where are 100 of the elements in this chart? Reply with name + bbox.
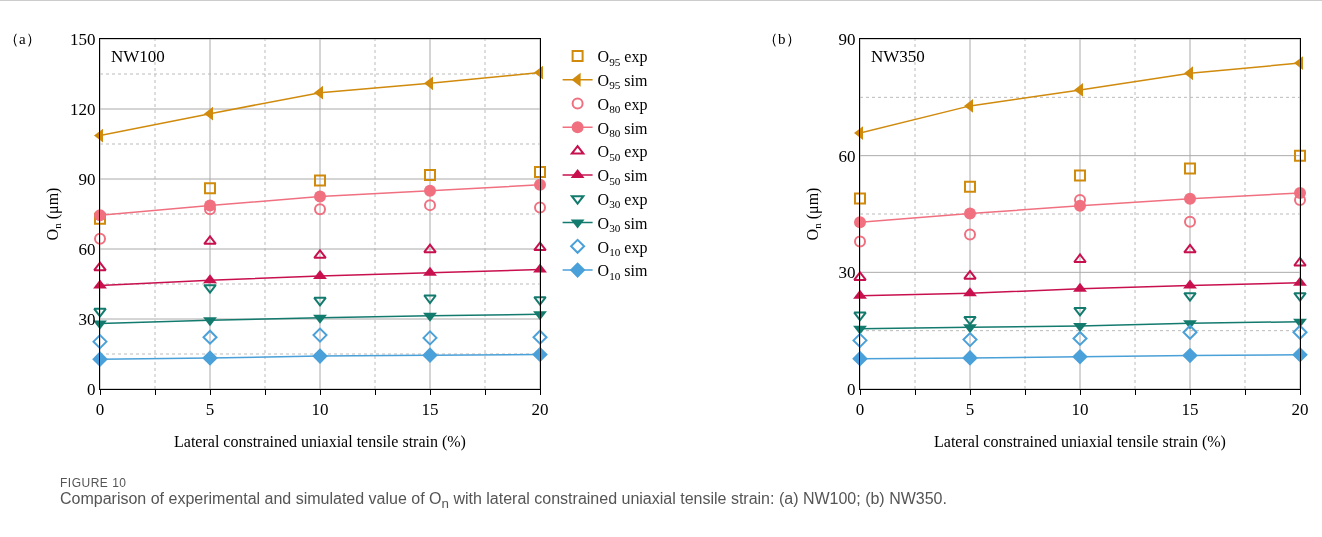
- point: [424, 184, 436, 197]
- point: [312, 348, 328, 364]
- point: [1293, 292, 1307, 302]
- point: [423, 266, 437, 276]
- point: [533, 241, 547, 252]
- point: [1183, 279, 1197, 289]
- legend-label: O$_{10}$ exp: [597, 238, 648, 258]
- y-tick-label: 0: [847, 379, 856, 399]
- annotation: NW100: [111, 47, 165, 66]
- point: [314, 190, 326, 203]
- point: [534, 178, 546, 191]
- y-tick-label: 30: [78, 309, 96, 329]
- point: [964, 180, 976, 193]
- legend-label: O$_{50}$ sim: [597, 167, 649, 187]
- point: [964, 228, 976, 241]
- point: [963, 315, 977, 326]
- point: [533, 263, 547, 273]
- y-tick-label: 120: [70, 99, 96, 119]
- point: [203, 317, 217, 327]
- x-tick-label: 10: [1071, 400, 1089, 420]
- point: [964, 207, 976, 220]
- point: [94, 232, 106, 245]
- point: [963, 287, 977, 297]
- point: [1072, 330, 1088, 346]
- point: [1293, 257, 1307, 267]
- point: [1184, 215, 1196, 228]
- x-tick-label: 20: [531, 400, 549, 420]
- legend-label: O$_{80}$ sim: [597, 119, 649, 139]
- point: [1184, 162, 1196, 175]
- y-tick-label: 90: [78, 169, 96, 189]
- point: [534, 201, 546, 214]
- point: [1292, 346, 1308, 363]
- point: [963, 324, 977, 334]
- text: Comparison of experimental and simulated value of O$_{n}$ with lateral constrained uniaxial tensile strain: (a) NW100; (b) NW350.: [60, 490, 948, 512]
- point: [1074, 169, 1086, 182]
- point: [1184, 192, 1196, 205]
- point: [534, 166, 546, 178]
- legend-label: O$_{10}$ sim: [597, 262, 649, 282]
- point: [1074, 199, 1086, 212]
- point: [962, 350, 978, 366]
- y-tick-label: 60: [78, 239, 96, 259]
- point: [313, 314, 327, 324]
- point: [854, 216, 866, 229]
- point: [853, 271, 867, 281]
- legend-label: O$_{30}$ sim: [597, 214, 649, 235]
- point: [314, 174, 326, 187]
- point: [93, 320, 107, 330]
- point: [1292, 324, 1308, 340]
- point: [1294, 149, 1306, 162]
- point: [313, 270, 327, 280]
- point: [853, 289, 867, 299]
- point: [853, 311, 867, 322]
- x-tick-label: 20: [1291, 400, 1309, 420]
- point: [1072, 348, 1088, 365]
- point: [204, 199, 216, 212]
- point: [533, 296, 547, 306]
- point: [423, 294, 437, 304]
- point: [202, 329, 218, 345]
- y-tick-label: 150: [70, 29, 96, 49]
- point: [852, 332, 868, 348]
- point: [202, 350, 218, 366]
- legend-label: O$_{80}$ exp: [597, 95, 648, 116]
- point: [423, 312, 437, 322]
- y-tick-label: 30: [838, 263, 856, 283]
- text: （a）: [4, 31, 41, 47]
- caption: FIGURE 10: [60, 476, 128, 490]
- point: [424, 199, 436, 212]
- point: [314, 203, 326, 216]
- point: [1293, 276, 1307, 286]
- point: [963, 270, 977, 280]
- point: [203, 274, 217, 284]
- point: [423, 243, 437, 254]
- point: [532, 329, 548, 345]
- y-tick-label: 90: [838, 29, 856, 49]
- point: [422, 330, 438, 346]
- point: [204, 182, 216, 195]
- x-tick-label: 5: [965, 400, 975, 420]
- point: [424, 169, 436, 182]
- y-tick-label: 60: [838, 146, 856, 166]
- point: [203, 284, 217, 294]
- x-tick-label: 5: [205, 400, 215, 420]
- point: [1073, 253, 1087, 263]
- point: [203, 235, 217, 245]
- point: [532, 346, 548, 363]
- point: [312, 327, 328, 343]
- x-axis-title: Lateral constrained uniaxial tensile strain (%): [174, 433, 466, 451]
- point: [1183, 243, 1197, 254]
- point: [1183, 292, 1197, 302]
- point: [962, 332, 978, 348]
- point: [422, 347, 438, 363]
- text: （b）: [763, 31, 801, 47]
- point: [1073, 282, 1087, 292]
- point: [854, 192, 866, 205]
- y-tick-label: 0: [87, 379, 96, 399]
- legend-label: O$_{95}$ sim: [597, 71, 649, 92]
- point: [1182, 347, 1198, 364]
- x-tick-label: 15: [421, 400, 439, 420]
- point: [533, 311, 547, 321]
- legend-label: O$_{95}$ exp: [597, 48, 648, 68]
- legend-label: O$_{30}$ exp: [597, 190, 648, 211]
